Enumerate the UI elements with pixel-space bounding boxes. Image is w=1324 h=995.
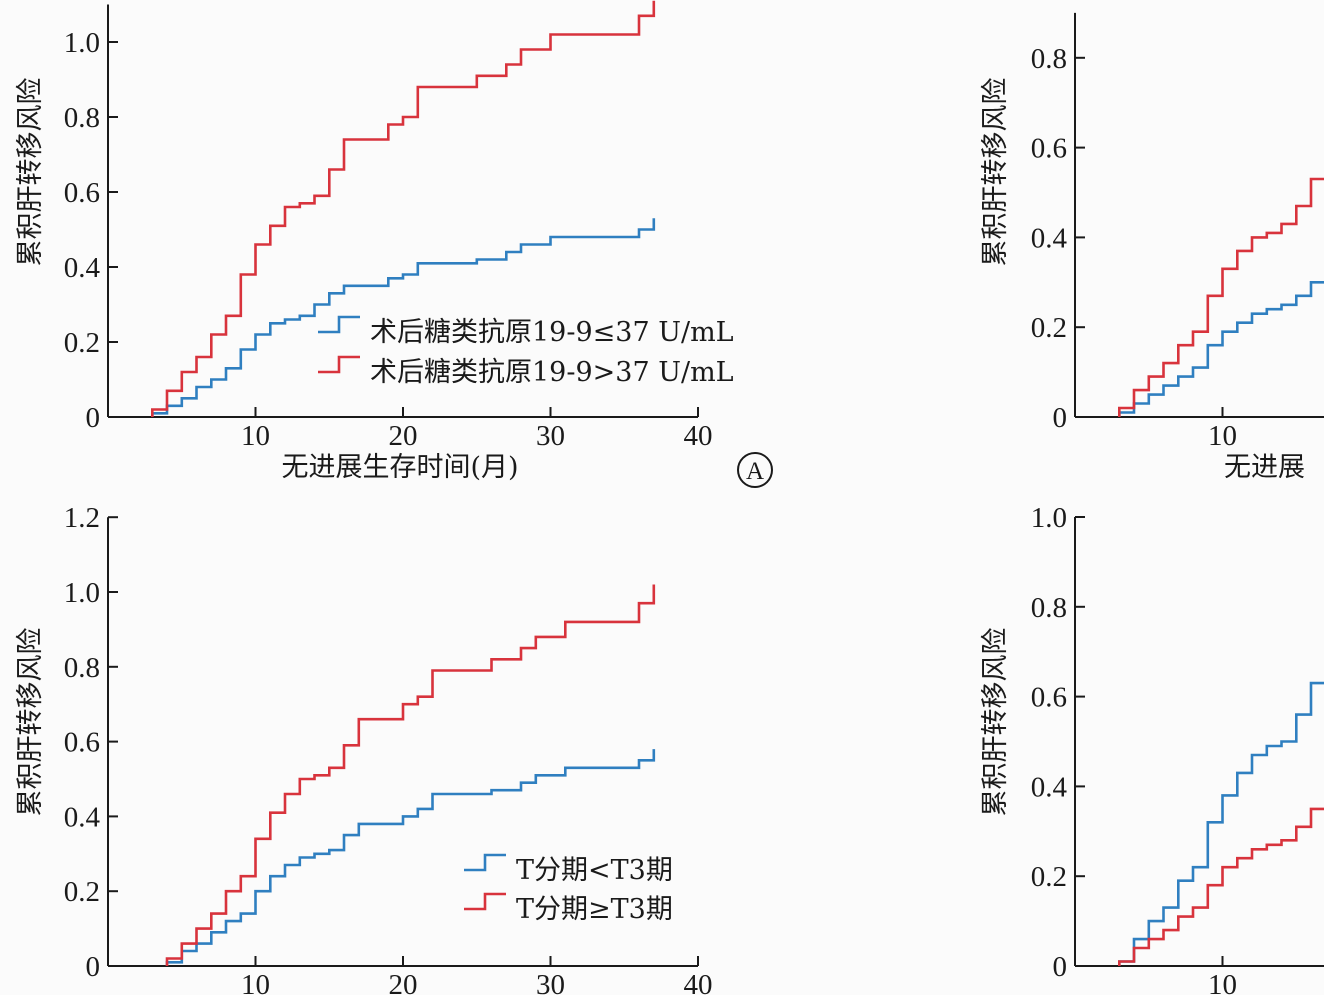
- series-line-red: [165, 584, 656, 966]
- y-tick-label: 0.6: [64, 177, 100, 209]
- legend-label: 术后糖类抗原19-9>37 U/mL: [370, 357, 734, 388]
- y-tick-label: 0.6: [64, 727, 100, 759]
- series-line-blue: [1118, 681, 1324, 966]
- y-tick-label: 0.2: [64, 327, 100, 359]
- series-line-blue: [1118, 281, 1324, 417]
- series-line-red: [1118, 807, 1324, 966]
- x-tick-label: 30: [536, 969, 565, 995]
- y-axis-label: 累积肝转移风险: [15, 78, 46, 267]
- panel-c: 0 0.2 0.4 0.6 0.8 1.0 1.2 10 20 30 40 累积肝转移风险 T分期<T3…: [15, 502, 713, 995]
- y-tick-label: 0.8: [1031, 43, 1067, 75]
- y-tick-label: 0.6: [1031, 682, 1067, 714]
- y-tick-label: 0.4: [64, 252, 101, 284]
- y-tick-label: 0.6: [1031, 133, 1067, 165]
- y-tick-label: 1.0: [1031, 502, 1067, 534]
- y-tick-label: 0: [1053, 402, 1068, 434]
- legend-label: T分期<T3期: [516, 855, 673, 886]
- legend-label: T分期≥T3期: [516, 894, 673, 925]
- panel-d: 0 0.2 0.4 0.6 0.8 1.0 10 累积肝转移风险: [980, 502, 1324, 995]
- panel-label-circle: [737, 452, 773, 488]
- y-tick-label: 0.4: [1031, 771, 1068, 803]
- y-axis-label: 累积肝转移风险: [15, 628, 46, 817]
- series-line-blue: [151, 218, 656, 417]
- legend-swatch: [464, 853, 506, 872]
- y-tick-label: 1.0: [64, 577, 100, 609]
- x-tick-label: 30: [536, 420, 565, 452]
- y-tick-label: 0.4: [1031, 222, 1068, 254]
- y-tick-label: 1.2: [64, 502, 100, 534]
- y-tick-label: 0.4: [64, 801, 101, 833]
- legend-swatch: [318, 355, 360, 374]
- y-axis-label: 累积肝转移风险: [980, 78, 1011, 267]
- y-tick-label: 0.2: [1031, 312, 1067, 344]
- x-tick-label: 20: [389, 969, 418, 995]
- x-tick-label: 40: [684, 420, 713, 452]
- series-line-blue: [165, 749, 656, 966]
- y-tick-label: 0: [86, 951, 101, 983]
- y-tick-label: 0.8: [64, 652, 100, 684]
- y-tick-label: 0.8: [64, 102, 100, 134]
- panel-label: A: [746, 458, 764, 485]
- y-tick-label: 0.2: [64, 876, 100, 908]
- legend: T分期<T3期 T分期≥T3期: [464, 853, 673, 925]
- y-tick-label: 0: [1053, 951, 1068, 983]
- y-tick-label: 0.2: [1031, 861, 1067, 893]
- legend-swatch: [464, 892, 506, 911]
- y-tick-label: 0: [86, 402, 101, 434]
- x-tick-label: 40: [684, 969, 713, 995]
- x-tick-label: 10: [241, 420, 270, 452]
- x-tick-label: 20: [389, 420, 418, 452]
- series-line-red: [151, 0, 656, 417]
- x-tick-label: 10: [241, 969, 270, 995]
- y-tick-label: 1.0: [64, 27, 100, 59]
- legend: 术后糖类抗原19-9≤37 U/mL 术后糖类抗原19-9>37 U/mL: [318, 315, 734, 388]
- x-tick-label: 10: [1208, 969, 1237, 995]
- y-axis-label: 累积肝转移风险: [980, 628, 1011, 817]
- panel-a: 0 0.2 0.4 0.6 0.8 1.0 10 20 30 40 累积肝转移风险无进展生存时间(月…: [15, 0, 773, 488]
- x-tick-label: 10: [1208, 420, 1237, 452]
- legend-label: 术后糖类抗原19-9≤37 U/mL: [370, 317, 734, 348]
- y-tick-label: 0.8: [1031, 592, 1067, 624]
- x-axis-label: 无进展: [1224, 452, 1305, 483]
- x-axis-label: 无进展生存时间(月): [281, 452, 518, 483]
- legend-swatch: [318, 315, 360, 334]
- series-line-red: [1118, 177, 1324, 417]
